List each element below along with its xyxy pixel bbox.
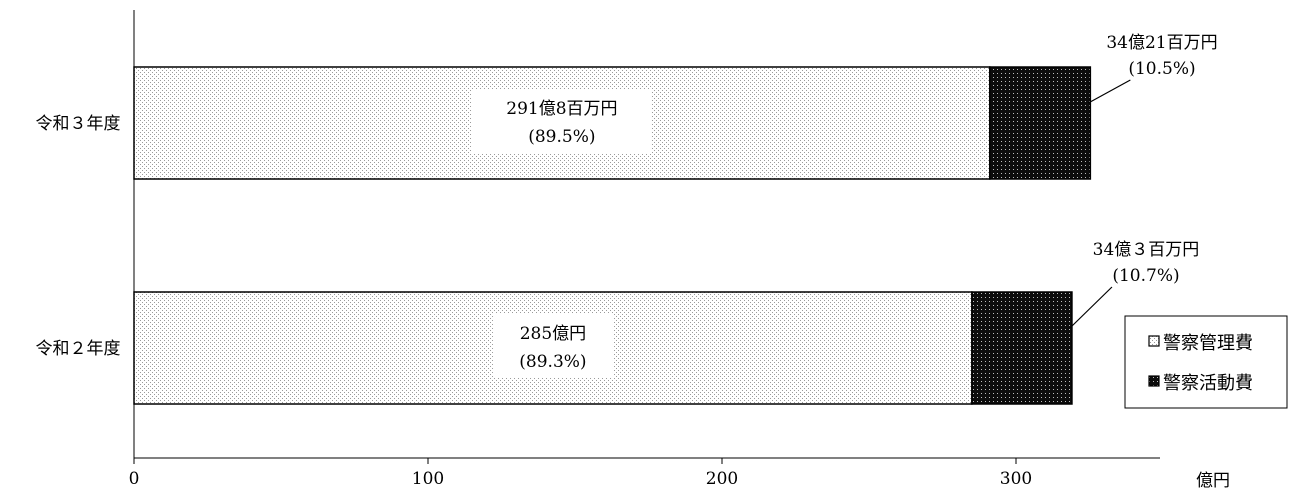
bar-segment-activity — [971, 291, 1073, 405]
x-tick-label: 300 — [1000, 469, 1032, 489]
bar-value-label: 285億円 — [520, 324, 586, 344]
bar-percent-label: (89.5%) — [528, 127, 595, 147]
bar-segment-activity — [989, 66, 1092, 180]
x-axis-unit-label: 億円 — [1196, 471, 1230, 491]
callout-value-label: 34億３百万円 — [1093, 240, 1200, 260]
callout-value-label: 34億21百万円 — [1106, 33, 1217, 53]
legend-box — [1124, 315, 1288, 409]
legend-label: 警察管理費 — [1163, 333, 1253, 354]
legend-swatch — [1148, 335, 1160, 347]
bar-label-box — [471, 89, 652, 153]
legend-swatch — [1148, 375, 1160, 387]
bar-label-box — [492, 314, 613, 378]
category-label: 令和３年度 — [36, 114, 121, 134]
x-tick-label: 100 — [412, 469, 444, 489]
legend-label: 警察活動費 — [1163, 373, 1253, 394]
x-tick-label: 0 — [129, 469, 140, 489]
bar-segment-management — [133, 66, 991, 180]
category-label: 令和２年度 — [36, 339, 121, 359]
plot-area: 0 100 200 300 億円 令和３年度 291億8百万円 (89.5%) 34億21百万円… — [36, 10, 1288, 491]
callout-percent-label: (10.7%) — [1112, 266, 1179, 286]
bar-value-label: 291億8百万円 — [506, 99, 617, 119]
bar-percent-label: (89.3%) — [519, 352, 586, 372]
callout-percent-label: (10.5%) — [1128, 59, 1195, 79]
callout-leader-line — [1088, 79, 1131, 104]
callout-leader-line — [1069, 286, 1113, 329]
x-tick-label: 200 — [706, 469, 738, 489]
